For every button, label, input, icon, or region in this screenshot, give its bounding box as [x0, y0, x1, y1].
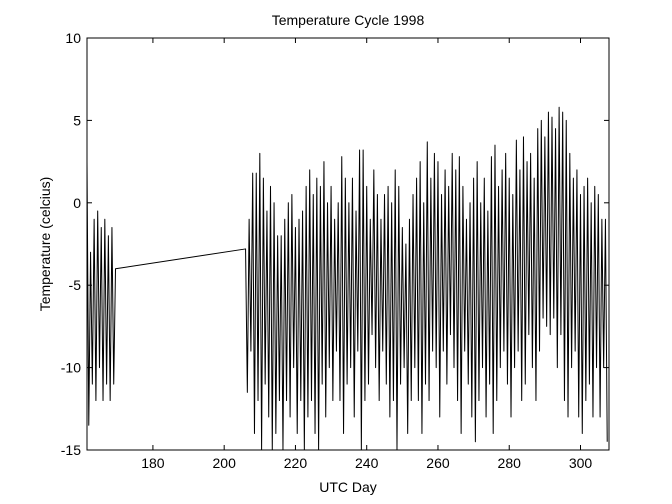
x-tick-label: 280	[498, 455, 522, 471]
y-tick-label: 10	[65, 30, 81, 46]
y-tick-label: -10	[61, 360, 81, 376]
chart-title: Temperature Cycle 1998	[272, 12, 425, 28]
data-line	[86, 106, 608, 451]
x-tick-label: 220	[284, 455, 308, 471]
y-tick-label: -5	[69, 277, 82, 293]
x-tick-label: 300	[569, 455, 593, 471]
x-axis-label: UTC Day	[319, 479, 377, 495]
y-tick-label: -15	[61, 442, 81, 458]
y-tick-label: 0	[73, 195, 81, 211]
x-tick-label: 240	[355, 455, 379, 471]
y-axis-label: Temperature (celcius)	[37, 177, 53, 312]
x-tick-label: 260	[426, 455, 450, 471]
plot-frame	[86, 37, 610, 451]
y-tick-label: 5	[73, 112, 81, 128]
x-tick-label: 180	[141, 455, 165, 471]
x-tick-label: 200	[213, 455, 237, 471]
